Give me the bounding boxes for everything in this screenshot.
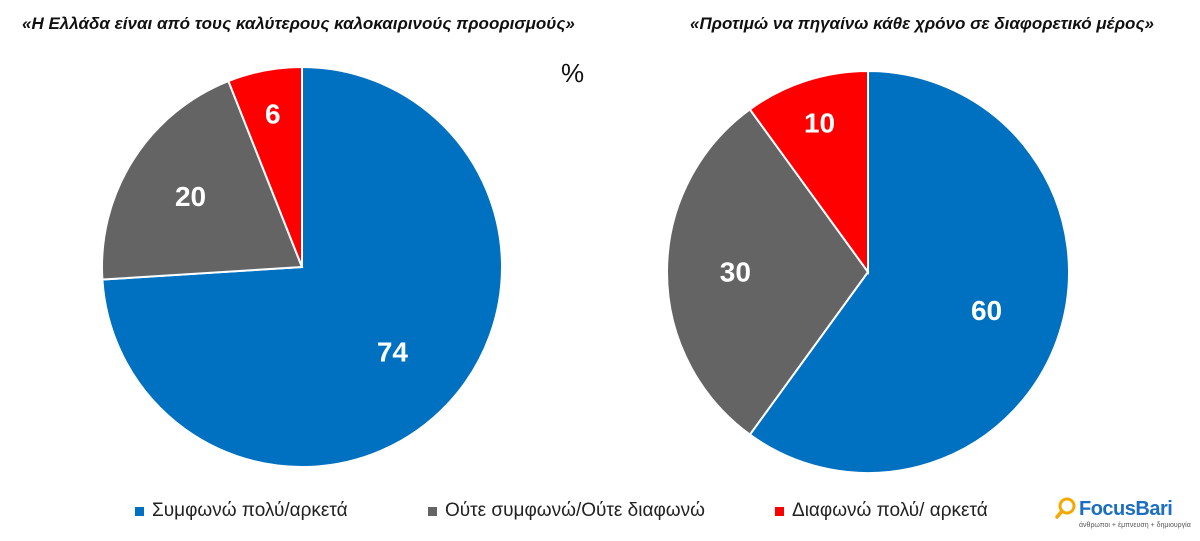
legend-swatch-disagree [775,506,784,516]
pie-slice-disagree [748,69,869,276]
data-label-disagree: 6 [265,98,281,129]
data-label-neutral: 20 [175,181,206,212]
legend-swatch-agree [135,506,144,516]
magnifier-icon [1055,497,1076,519]
pie-slice-agree [748,69,1070,474]
data-label-neutral: 30 [720,257,751,288]
focusbari-logo: FocusBari άνθρωποι + έμπνευση + δημιουργ… [1055,495,1195,535]
legend-item-agree: Συμφωνώ πολύ/αρκετά [135,500,348,522]
legend-label-neutral: Ούτε συμφωνώ/Ούτε διαφωνώ [445,500,705,521]
legend-label-agree: Συμφωνώ πολύ/αρκετά [152,500,348,521]
legend-swatch-neutral [428,506,437,516]
data-label-agree: 74 [377,336,409,367]
legend-label-disagree: Διαφωνώ πολύ/ αρκετά [792,500,988,521]
chart-title-left: «Η Ελλάδα είναι από τους καλύτερους καλο… [22,14,575,33]
pie-slice-disagree [227,65,303,268]
pie-slice-neutral [666,107,870,437]
logo-name: FocusBari [1079,498,1173,520]
unit-label: % [561,58,585,88]
pie-slice-neutral [101,79,304,281]
legend-item-neutral: Ούτε συμφωνώ/Ούτε διαφωνώ [428,500,705,522]
data-label-disagree: 10 [804,107,835,138]
legend-item-disagree: Διαφωνώ πολύ/ αρκετά [775,500,988,522]
data-label-agree: 60 [971,295,1002,326]
chart-title-right: «Προτιμώ να πηγαίνω κάθε χρόνο σε διαφορ… [690,14,1154,33]
logo-tagline: άνθρωποι + έμπνευση + δημιουργία [1079,522,1191,529]
